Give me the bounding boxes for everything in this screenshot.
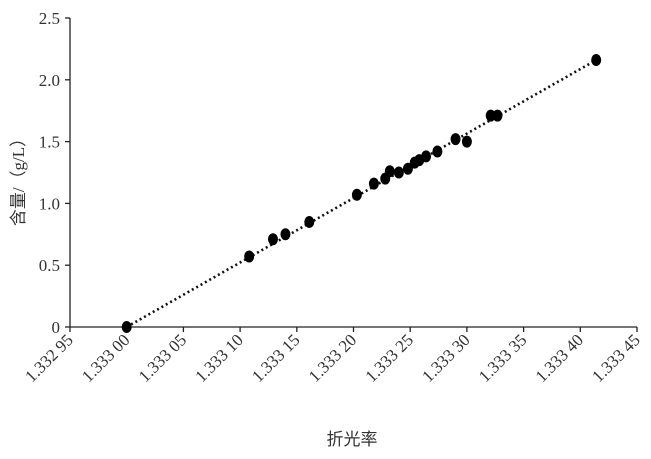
x-tick-label: 1.333 15	[248, 330, 304, 386]
point	[267, 233, 278, 246]
x-axis-title: 折光率	[327, 430, 378, 449]
x-tick-label: 1.333 35	[475, 330, 531, 386]
y-tick-label: 0	[52, 318, 61, 337]
point	[492, 109, 503, 122]
point	[461, 135, 472, 148]
point	[121, 321, 132, 333]
point	[280, 228, 291, 241]
x-tick-label: 1.333 00	[78, 330, 134, 386]
point	[432, 145, 443, 158]
point	[393, 166, 404, 179]
point	[244, 250, 255, 263]
x-tick-label: 1.332 95	[21, 330, 77, 386]
point	[450, 133, 461, 146]
point	[304, 215, 315, 228]
x-tick-label: 1.333 45	[588, 330, 644, 386]
y-tick-label: 0.5	[39, 256, 60, 275]
x-tick-label: 1.333 40	[532, 330, 588, 386]
point	[351, 188, 362, 201]
x-tick-label: 1.333 05	[135, 330, 191, 386]
y-tick-label: 1.5	[39, 133, 60, 152]
y-axis-title: 含量/（g/L）	[9, 130, 28, 226]
y-tick-label: 1.0	[39, 194, 60, 213]
x-tick-label: 1.333 30	[418, 330, 474, 386]
y-tick-label: 2.5	[39, 9, 60, 28]
y-tick-label: 2.0	[39, 71, 60, 90]
point	[591, 54, 602, 67]
point	[402, 162, 413, 175]
point	[368, 177, 379, 190]
x-tick-label: 1.333 20	[305, 330, 361, 386]
point	[421, 150, 432, 163]
x-tick-label: 1.333 10	[191, 330, 247, 386]
x-tick-label: 1.333 25	[362, 330, 418, 386]
point	[384, 165, 395, 178]
